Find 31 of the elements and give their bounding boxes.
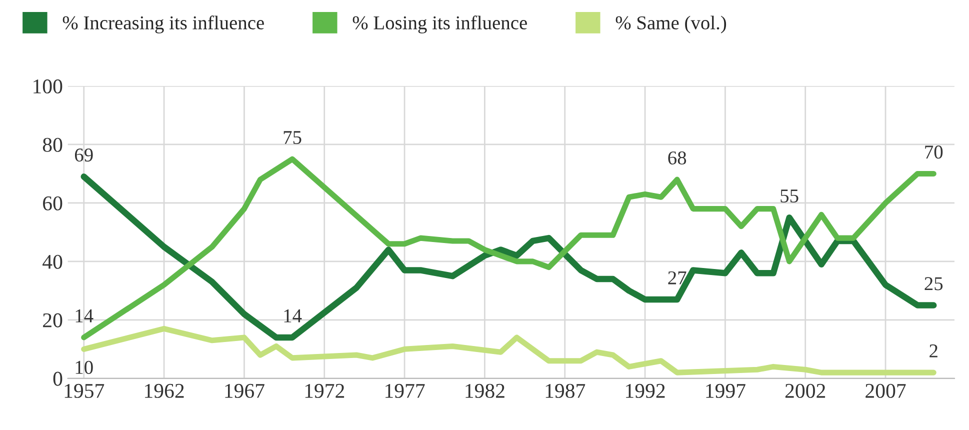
annotation: 69 (74, 148, 93, 162)
x-tick-label: 1977 (386, 384, 425, 398)
x-tick-label: 1992 (626, 384, 665, 398)
annotation: 55 (780, 190, 798, 203)
legend-label: % Increasing its influence (62, 16, 264, 34)
annotation: 25 (924, 277, 943, 290)
y-tick-label: 0 (53, 372, 62, 386)
x-tick-label: 2007 (866, 384, 906, 398)
annotation: 70 (925, 146, 943, 159)
annotation: 14 (284, 309, 302, 322)
y-tick-label: 60 (43, 196, 62, 210)
annotation: 75 (284, 131, 302, 144)
x-tick-label: 1982 (466, 384, 504, 398)
legend-label: % Same (vol.) (616, 16, 726, 34)
annotation: 2 (930, 344, 938, 358)
y-tick-label: 20 (43, 313, 62, 328)
x-tick-label: 1962 (145, 384, 184, 398)
x-tick-label: 1972 (305, 384, 344, 398)
x-tick-label: 1987 (546, 384, 586, 398)
y-tick-label: 80 (42, 138, 62, 152)
x-tick-label: 2002 (785, 384, 826, 398)
legend-label: % Losing its influence (352, 16, 527, 34)
x-tick-label: 1957 (64, 384, 104, 398)
annotation: 10 (76, 360, 93, 374)
y-tick-label: 100 (34, 79, 62, 94)
x-tick-label: 1997 (706, 384, 746, 398)
annotation: 27 (668, 271, 686, 284)
y-tick-label: 40 (42, 254, 62, 269)
annotation: 14 (76, 309, 94, 322)
x-tick-label: 1967 (225, 384, 264, 398)
annotation: 68 (668, 151, 686, 165)
